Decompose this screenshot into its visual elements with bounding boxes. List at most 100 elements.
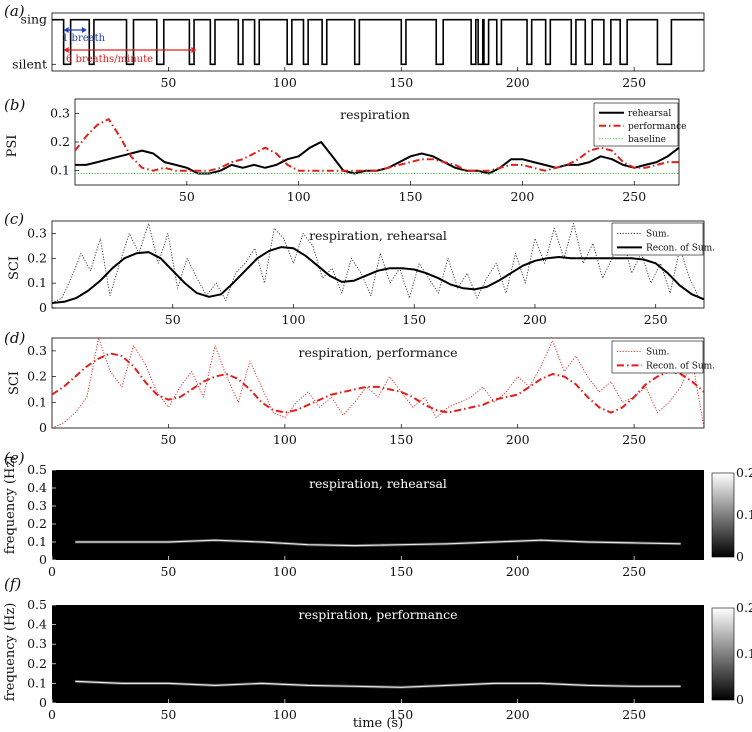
panel-e-ylabel: frequency (Hz) [3, 456, 18, 555]
panel-d-legend: Sum. Recon. of Sum. [611, 340, 715, 374]
panel-f-title: respiration, performance [298, 607, 457, 622]
breath-annotation: 1 breath 6 breaths/minute [62, 33, 153, 65]
panel-a-ytick-label: sing [21, 12, 47, 27]
panel-c-ytick-label: 0.1 [27, 275, 47, 290]
panel-e-xtick-label: 100 [273, 564, 297, 579]
panel-c-ytick-label: 0.3 [27, 225, 47, 240]
panel-b-ylabel: PSI [5, 135, 20, 158]
panel-a-plot [52, 18, 704, 66]
annotation-arrowhead-left [63, 47, 69, 53]
panel-f-xlabel: time (s) [353, 716, 403, 731]
panel-c-frame [51, 220, 705, 309]
panel-f-xtick-label: 50 [160, 707, 176, 722]
panel-f-label: (f) [4, 575, 21, 593]
panel-f-ridge [75, 680, 681, 688]
panel-e-colorbar: 0 0.1 0.2 [711, 465, 752, 564]
panel-f-colorbar-tick: 0.2 [736, 600, 752, 615]
panel-b-title: respiration [340, 107, 410, 122]
one-breath-label: 1 breath [62, 33, 106, 44]
panel-d-series-recon-of-sum- [51, 352, 705, 414]
panel-c-plot [51, 223, 705, 304]
panel-a-state-trace [52, 18, 704, 66]
panel-f-ytick-label: 0.5 [27, 597, 47, 612]
panel-f-plot [75, 679, 681, 689]
panel-d-label: (d) [4, 329, 25, 347]
panel-e-xtick-label: 150 [389, 564, 413, 579]
panel-e-label: (e) [4, 449, 25, 467]
panel-c-xtick-label: 50 [165, 312, 181, 327]
panel-e-ytick-label: 0.1 [27, 534, 47, 549]
panel-c-xtick-label: 100 [282, 312, 306, 327]
panel-f-xtick-label: 150 [389, 707, 413, 722]
six-breaths-label: 6 breaths/minute [66, 54, 153, 65]
panel-b-ytick-label: 0.3 [50, 105, 70, 120]
panel-b-ytick-label: 0.2 [50, 134, 70, 149]
panel-d-xtick-label: 200 [506, 432, 530, 447]
panel-e-ytick-label: 0.4 [27, 480, 47, 495]
panel-e-title: respiration, rehearsal [309, 476, 447, 491]
panel-a-xtick-label: 50 [160, 75, 176, 90]
panel-f-ytick-label: 0.2 [27, 656, 47, 671]
panel-f-xtick-label: 100 [273, 707, 297, 722]
panel-d-ytick-label: 0.2 [27, 369, 47, 384]
panel-e-ytick-label: 0.5 [27, 462, 47, 477]
panel-d-plot [51, 337, 705, 429]
panel-d-xtick-label: 150 [389, 432, 413, 447]
panel-b-xtick-label: 50 [179, 189, 195, 204]
panel-f-colorbar-scale [711, 607, 735, 701]
annotation-arrowhead-right [191, 47, 197, 53]
panel-b-ytick-label: 0.1 [50, 163, 70, 178]
panel-b-axes: 50 100 150 200 250 0.1 0.2 0.3 [50, 105, 646, 204]
panel-d-ytick-label: 0 [39, 420, 47, 435]
panel-d-legend-label: Recon. of Sum. [646, 361, 715, 371]
panel-e-xtick-label: 200 [506, 564, 530, 579]
panel-f-colorbar: 0 0.1 0.2 [711, 600, 752, 707]
annotation-arrowhead-right [81, 27, 87, 33]
annotation-arrowhead-left [63, 27, 69, 33]
panel-b-legend-label: baseline [628, 135, 666, 145]
panel-e-ytick-label: 0.3 [27, 498, 47, 513]
panel-b-xtick-label: 250 [622, 189, 646, 204]
panel-c-xtick-label: 250 [644, 312, 668, 327]
panel-c-legend-label: Sum. [646, 229, 669, 239]
panel-f: (f) frequency (Hz) respiration, performa… [3, 575, 752, 731]
panel-a-frame [51, 12, 705, 72]
panel-e-colorbar-scale [711, 472, 735, 558]
panel-d-legend-label: Sum. [646, 347, 669, 357]
panel-a: (a) 50 100 150 200 250 silent sing 1 breath 6 … [4, 2, 705, 90]
panel-d-title: respiration, performance [298, 345, 457, 360]
panel-c-legend-label: Recon. of Sum. [646, 243, 715, 253]
panel-e-ridge [75, 539, 681, 547]
panel-d-ylabel: SCI [7, 371, 22, 395]
panel-d-frame [51, 337, 705, 429]
panel-c-series-recon-of-sum- [51, 246, 705, 304]
panel-b-legend-label: performance [628, 122, 687, 132]
panel-a-xtick-label: 150 [389, 75, 413, 90]
panel-f-colorbar-tick: 0.1 [736, 646, 752, 661]
panel-e-colorbar-tick: 0.1 [736, 507, 752, 522]
panel-e: (e) frequency (Hz) respiration, rehearsa… [3, 449, 752, 579]
panel-c-label: (c) [4, 210, 24, 228]
panel-c-ytick-label: 0.2 [27, 250, 47, 265]
panel-b-series-performance [74, 118, 679, 172]
panel-a-label: (a) [4, 2, 25, 20]
panel-a-xtick-label: 200 [506, 75, 530, 90]
panel-e-xtick-label: 0 [48, 564, 56, 579]
panel-c-legend: Sum. Recon. of Sum. [611, 222, 715, 256]
panel-f-axes: 0 50 100 150 200 250 0 0.1 0.2 0.3 0.4 0.5 [27, 597, 646, 722]
panel-b-legend: rehearsal performance baseline [593, 102, 687, 147]
panel-b-xtick-label: 150 [399, 189, 423, 204]
panel-d-series-sum- [51, 337, 705, 429]
panel-f-xtick-label: 200 [506, 707, 530, 722]
panel-c-ytick-label: 0 [39, 300, 47, 315]
panel-b-xtick-label: 200 [510, 189, 534, 204]
panel-f-ytick-label: 0.1 [27, 675, 47, 690]
panel-d-ytick-label: 0.1 [27, 394, 47, 409]
panel-d-legend-box [611, 340, 704, 374]
panel-e-xtick-label: 250 [622, 564, 646, 579]
panel-d-xtick-label: 100 [273, 432, 297, 447]
panel-c: (c) SCI respiration, rehearsal 50 100 150 2… [4, 210, 715, 327]
panel-e-colorbar-tick: 0 [736, 549, 744, 564]
